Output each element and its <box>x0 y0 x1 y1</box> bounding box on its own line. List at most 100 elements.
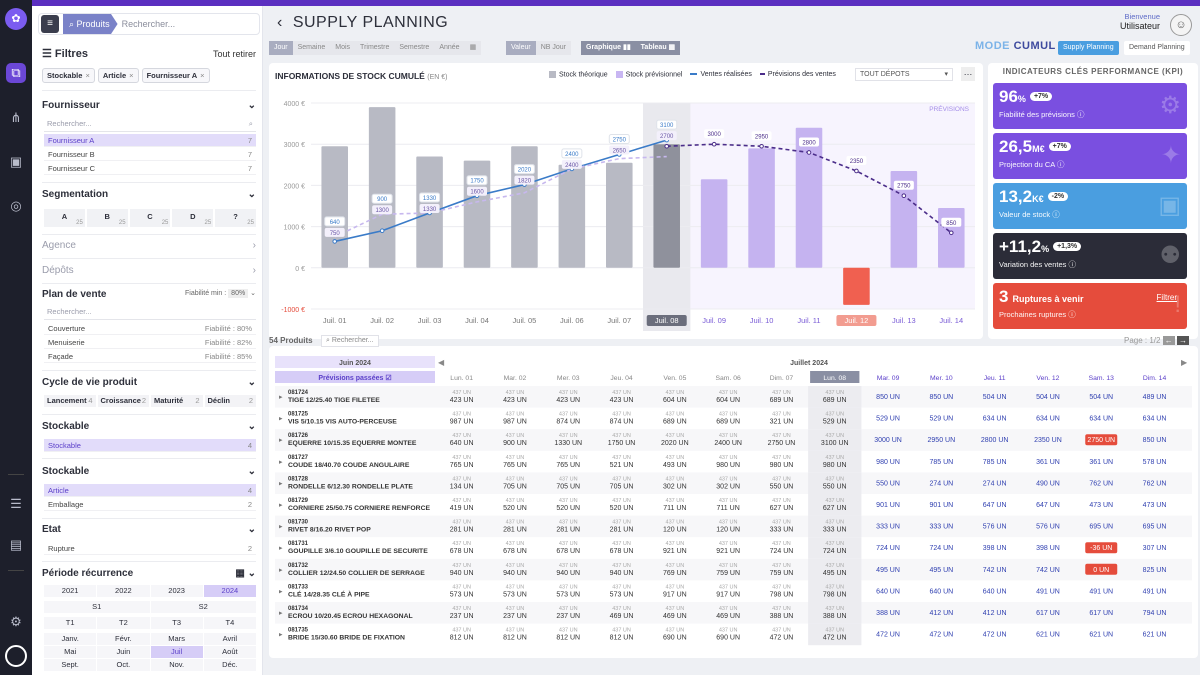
prev-month-icon[interactable]: ◀ <box>438 358 445 367</box>
stock-value[interactable]: 550 UN <box>823 483 847 490</box>
stock-value[interactable]: 812 UN <box>503 635 527 642</box>
stock-value[interactable]: 1750 UN <box>608 440 636 447</box>
stock-value[interactable]: 678 UN <box>610 548 634 555</box>
forecast-value[interactable]: 617 UN <box>1089 610 1113 617</box>
stock-value[interactable]: 678 UN <box>450 548 474 555</box>
stock-value[interactable]: 921 UN <box>716 548 740 555</box>
stock-value[interactable]: 419 UN <box>450 505 474 512</box>
stock-value[interactable]: 388 UN <box>823 613 847 620</box>
month-option[interactable]: Mai <box>44 646 97 658</box>
section-depots[interactable]: Dépôts › <box>42 265 256 276</box>
forecast-value[interactable]: 640 UN <box>876 588 900 595</box>
depot-select[interactable]: TOUT DÉPOTS ▾ <box>855 68 953 81</box>
stock-value[interactable]: 321 UN <box>770 419 794 426</box>
expand-row-icon[interactable]: ▸ <box>279 588 283 595</box>
ventes-point[interactable] <box>379 228 385 234</box>
stock-value[interactable]: 940 UN <box>450 570 474 577</box>
stock-bar[interactable] <box>843 267 870 305</box>
segment-a[interactable]: A 25 <box>44 209 85 227</box>
legend-item[interactable]: Stock prévisionnel <box>615 71 682 78</box>
forecast-value[interactable]: 0 UN <box>1093 567 1109 574</box>
stock-value[interactable]: 134 UN <box>450 483 474 490</box>
expand-row-icon[interactable]: ▸ <box>279 459 283 466</box>
section-stockable-type[interactable]: Stockable ⌄ <box>42 466 256 477</box>
legend-item[interactable]: Stock théorique <box>549 71 608 78</box>
stock-value[interactable]: 302 UN <box>716 483 740 490</box>
stock-bar[interactable] <box>938 208 965 268</box>
list-item[interactable]: Fournisseur C 7 <box>44 162 256 175</box>
forecast-value[interactable]: 398 UN <box>1036 545 1060 552</box>
product-name[interactable]: CORNIERE 25/50.75 CORNIERE RENFORCE <box>288 505 430 512</box>
folder-icon[interactable]: ▤ <box>9 537 23 552</box>
filter-chip[interactable]: Article × <box>97 68 139 83</box>
app-logo-icon[interactable]: ✿ <box>5 8 27 30</box>
day-column-header[interactable]: Jeu. 11 <box>984 375 1006 382</box>
stock-value[interactable]: 495 UN <box>823 570 847 577</box>
stock-value[interactable]: 493 UN <box>663 462 687 469</box>
target-icon[interactable]: ◎ <box>10 198 22 213</box>
stock-value[interactable]: 705 UN <box>556 483 580 490</box>
box-icon[interactable]: ▣ <box>9 154 23 169</box>
month-option[interactable]: Avril <box>203 633 256 645</box>
forecast-value[interactable]: 762 UN <box>1143 480 1167 487</box>
products-scope[interactable]: ⌕ Produits <box>63 14 118 34</box>
stock-value[interactable]: 333 UN <box>823 527 847 534</box>
forecast-value[interactable]: 850 UN <box>1143 437 1167 444</box>
stock-value[interactable]: 711 UN <box>717 505 740 512</box>
stock-value[interactable]: 689 UN <box>823 397 847 404</box>
stock-value[interactable]: 237 UN <box>450 613 474 620</box>
forecast-value[interactable]: 576 UN <box>983 524 1007 531</box>
stock-value[interactable]: 550 UN <box>770 483 794 490</box>
forecast-value[interactable]: 617 UN <box>1036 610 1060 617</box>
forecast-value[interactable]: 472 UN <box>876 632 900 639</box>
forecast-value[interactable]: 621 UN <box>1089 632 1113 639</box>
stock-value[interactable]: 3100 UN <box>821 440 849 447</box>
forecast-value[interactable]: 398 UN <box>983 545 1007 552</box>
user-avatar[interactable] <box>5 645 27 667</box>
section-agence[interactable]: Agence › <box>42 240 256 251</box>
forecast-value[interactable]: 621 UN <box>1036 632 1060 639</box>
quarter-option[interactable]: T3 <box>150 617 203 629</box>
forecast-value[interactable]: 2350 UN <box>1034 437 1062 444</box>
month-option[interactable]: Déc. <box>203 659 256 671</box>
expand-row-icon[interactable]: ▸ <box>279 524 283 531</box>
stock-value[interactable]: 705 UN <box>610 483 634 490</box>
legend-item[interactable]: Prévisions des ventes <box>759 71 836 78</box>
stock-value[interactable]: 472 UN <box>823 635 847 642</box>
forecast-value[interactable]: 504 UN <box>1089 394 1113 401</box>
forecast-value[interactable]: 491 UN <box>1143 588 1167 595</box>
section-periode[interactable]: Période récurrence ▦ ⌄ <box>42 568 256 579</box>
stock-value[interactable]: 521 UN <box>610 462 634 469</box>
stock-value[interactable]: 940 UN <box>610 570 634 577</box>
list-item[interactable]: Stockable 4 <box>44 439 256 452</box>
product-name[interactable]: COUDE 18/40.70 COUDE ANGULAIRE <box>288 462 410 469</box>
stock-value[interactable]: 769 UN <box>663 570 687 577</box>
view-graphique[interactable]: Graphique ▮▮ <box>581 41 636 55</box>
forecast-value[interactable]: 274 UN <box>983 480 1007 487</box>
forecast-value[interactable]: 724 UN <box>876 545 900 552</box>
fiabilite-value[interactable]: 80% <box>228 289 249 298</box>
product-name[interactable]: COLLIER 12/24.50 COLLIER DE SERRAGE <box>288 570 425 577</box>
segment-unknown[interactable]: ? 25 <box>215 209 256 227</box>
stock-value[interactable]: 520 UN <box>556 505 580 512</box>
forecast-value[interactable]: 785 UN <box>983 459 1007 466</box>
forecast-value[interactable]: 333 UN <box>876 524 900 531</box>
stock-value[interactable]: 689 UN <box>716 419 740 426</box>
unit-option[interactable]: NB Jour <box>535 41 572 55</box>
day-column-header[interactable]: Dim. 14 <box>1143 375 1167 382</box>
expand-row-icon[interactable]: ▸ <box>279 632 283 639</box>
stock-value[interactable]: 987 UN <box>503 419 527 426</box>
stock-value[interactable]: 690 UN <box>716 635 740 642</box>
kpi-card[interactable]: 26,5M€ +7% Projection du CA ⓘ ✦ <box>993 133 1187 179</box>
forecast-value[interactable]: 473 UN <box>1143 502 1167 509</box>
forecast-value[interactable]: 361 UN <box>1089 459 1113 466</box>
stock-value[interactable]: 237 UN <box>503 613 527 620</box>
forecast-value[interactable]: 634 UN <box>1089 416 1113 423</box>
stock-value[interactable]: 759 UN <box>770 570 794 577</box>
stock-value[interactable]: 281 UN <box>556 527 580 534</box>
stock-value[interactable]: 573 UN <box>610 591 634 598</box>
forecast-value[interactable]: 2750 UN <box>1087 437 1115 444</box>
section-etat[interactable]: Etat ⌄ <box>42 524 256 535</box>
product-name[interactable]: ECROU 10/20.45 ECROU HEXAGONAL <box>288 613 413 620</box>
product-name[interactable]: GOUPILLE 3/6.10 GOUPILLE DE SECURITE <box>288 548 428 555</box>
